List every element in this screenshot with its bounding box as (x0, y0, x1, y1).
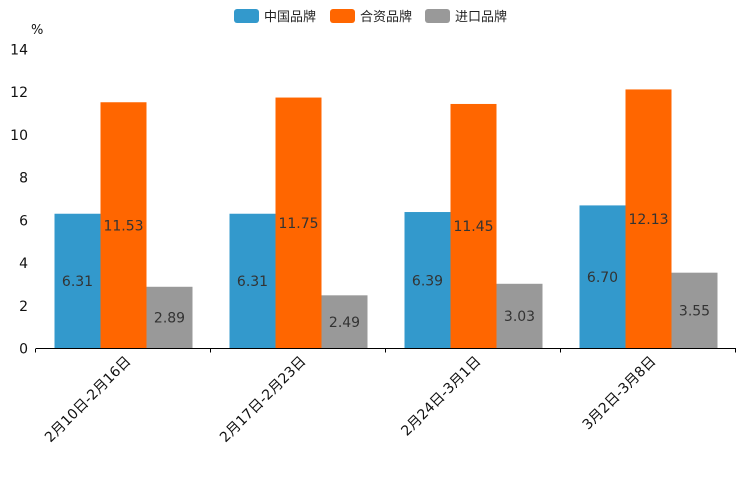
y-tick-label: 6 (19, 213, 28, 229)
bar (321, 295, 368, 349)
y-tick-label: 14 (10, 43, 28, 59)
x-axis: 2月10日-2月16日 2月17日-2月23日 2月24日-3月1日 3月2日-3月8… (35, 348, 736, 446)
bar (625, 89, 672, 349)
bar (229, 213, 276, 349)
y-axis: 0 2 4 6 8 10 12 14 (10, 43, 28, 358)
data-label: 11.53 (103, 218, 143, 234)
legend-swatch (425, 9, 450, 23)
data-label: 6.70 (587, 270, 618, 286)
data-label: 6.31 (62, 274, 93, 290)
y-tick-label: 2 (19, 299, 28, 315)
data-label: 2.89 (154, 311, 185, 327)
legend-label: 进口品牌 (455, 9, 507, 25)
data-label: 11.75 (278, 216, 318, 232)
y-axis-unit-label: % (31, 23, 43, 38)
legend-swatch (234, 9, 259, 23)
legend-item: 合资品牌 (330, 9, 412, 25)
legend-label: 合资品牌 (360, 9, 412, 25)
bar (100, 102, 147, 349)
legend-swatch (330, 9, 355, 23)
bar (450, 103, 497, 349)
data-label: 6.31 (237, 274, 268, 290)
bar (579, 205, 626, 349)
data-label: 3.55 (679, 304, 710, 320)
data-label: 12.13 (628, 212, 668, 228)
x-tick-label: 2月10日-2月16日 (42, 354, 134, 446)
data-label: 2.49 (329, 315, 360, 331)
x-tick-label: 3月2日-3月8日 (580, 354, 660, 434)
legend-item: 进口品牌 (425, 9, 507, 25)
legend: 中国品牌 合资品牌 进口品牌 (234, 9, 507, 25)
bar (275, 97, 322, 349)
legend-item: 中国品牌 (234, 9, 316, 25)
y-tick-label: 10 (10, 128, 28, 144)
data-label: 6.39 (412, 273, 443, 289)
y-tick-label: 4 (19, 256, 28, 272)
x-tick-label: 2月17日-2月23日 (217, 354, 309, 446)
bar (671, 272, 718, 349)
bar (496, 283, 543, 349)
bars: 6.31 11.53 2.89 6.31 11.75 2.49 6.39 11.45 3.03 6… (54, 89, 718, 349)
x-tick-label: 2月24日-3月1日 (398, 354, 484, 440)
bar (146, 286, 193, 349)
y-tick-label: 0 (19, 342, 28, 358)
bar (54, 213, 101, 349)
bar (404, 212, 451, 349)
legend-label: 中国品牌 (264, 9, 316, 25)
y-tick-label: 12 (10, 85, 28, 101)
data-label: 3.03 (504, 309, 535, 325)
data-label: 11.45 (453, 219, 493, 235)
y-tick-label: 8 (19, 171, 28, 187)
